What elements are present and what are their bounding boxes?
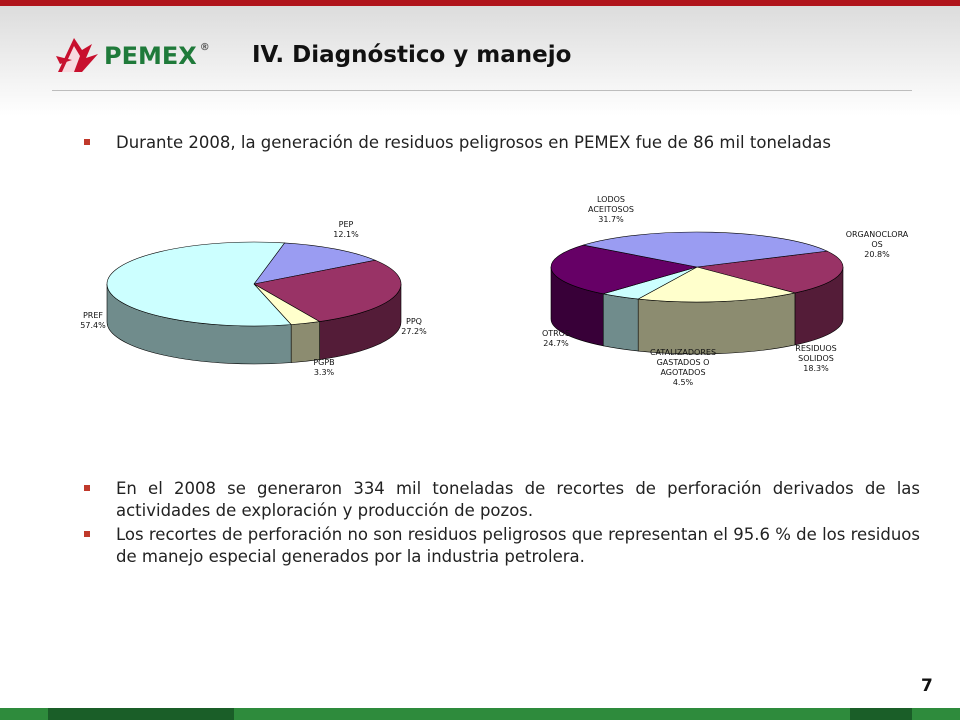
top-border: [0, 0, 960, 6]
bullet-marker-icon: [84, 139, 90, 145]
pie-chart-subsidiaries: PEP 12.1% PPQ 27.2% PGPB 3.3% PREF 57.4%: [80, 220, 427, 377]
pie-label: PPQ 27.2%: [401, 317, 427, 336]
header-divider: [52, 90, 912, 91]
bullet-text: Durante 2008, la generación de residuos …: [116, 133, 831, 152]
pie-label: OTROS 24.7%: [542, 329, 570, 348]
footer-bar: [0, 708, 960, 720]
bullet-list-bottom: En el 2008 se generaron 334 mil tonelada…: [84, 478, 920, 570]
pie-chart-waste-types: ORGANOCLORA OS 20.8% RESIDUOS SOLIDOS 18.3% CA…: [542, 195, 909, 387]
bullet-text: En el 2008 se generaron 334 mil tonelada…: [116, 479, 920, 520]
pie-label: PREF 57.4%: [80, 311, 106, 330]
footer-bar-segment: [850, 708, 912, 720]
header-background: [0, 6, 960, 116]
pie-label: ORGANOCLORA OS 20.8%: [846, 230, 909, 259]
pie-slice-pep: [253, 242, 377, 285]
bullet-marker-icon: [84, 531, 90, 537]
bullet-item: Los recortes de perforación no son resid…: [84, 524, 920, 568]
pie-slice-side: [637, 292, 796, 355]
pie-label: RESIDUOS SOLIDOS 18.3%: [795, 344, 836, 373]
page-number: 7: [921, 676, 933, 696]
pie-label: PGPB 3.3%: [313, 358, 334, 377]
pie-slice-ppq: [253, 259, 402, 322]
pie-slice-side: [290, 321, 320, 363]
pie-slice-organoclorados: [696, 250, 844, 294]
pie-slice-pref: [106, 241, 292, 327]
pie-slice-residuos-solidos: [637, 266, 795, 303]
pemex-logo-icon: [56, 38, 98, 72]
pie-slice-otros: [550, 244, 698, 295]
bullet-list-top: Durante 2008, la generación de residuos …: [84, 132, 844, 156]
bullet-item: En el 2008 se generaron 334 mil tonelada…: [84, 478, 920, 522]
bullet-item: Durante 2008, la generación de residuos …: [84, 132, 844, 154]
bullet-marker-icon: [84, 485, 90, 491]
brand-name: PEMEX ®: [104, 42, 210, 70]
footer-bar-segment: [48, 708, 234, 720]
pie-charts: PEP 12.1% PPQ 27.2% PGPB 3.3% PREF 57.4% ORGANO…: [80, 195, 909, 387]
pie-slice-side: [602, 293, 639, 352]
pie-label: LODOS ACEITOSOS 31.7%: [588, 195, 634, 224]
bullet-text: Los recortes de perforación no son resid…: [116, 525, 920, 566]
pie-slice-lodos-aceitosos: [583, 231, 829, 268]
pie-label: PEP 12.1%: [333, 220, 359, 239]
page-title: IV. Diagnóstico y manejo: [252, 42, 572, 68]
pie-label: CATALIZADORES GASTADOS O AGOTADOS 4.5%: [650, 348, 716, 387]
